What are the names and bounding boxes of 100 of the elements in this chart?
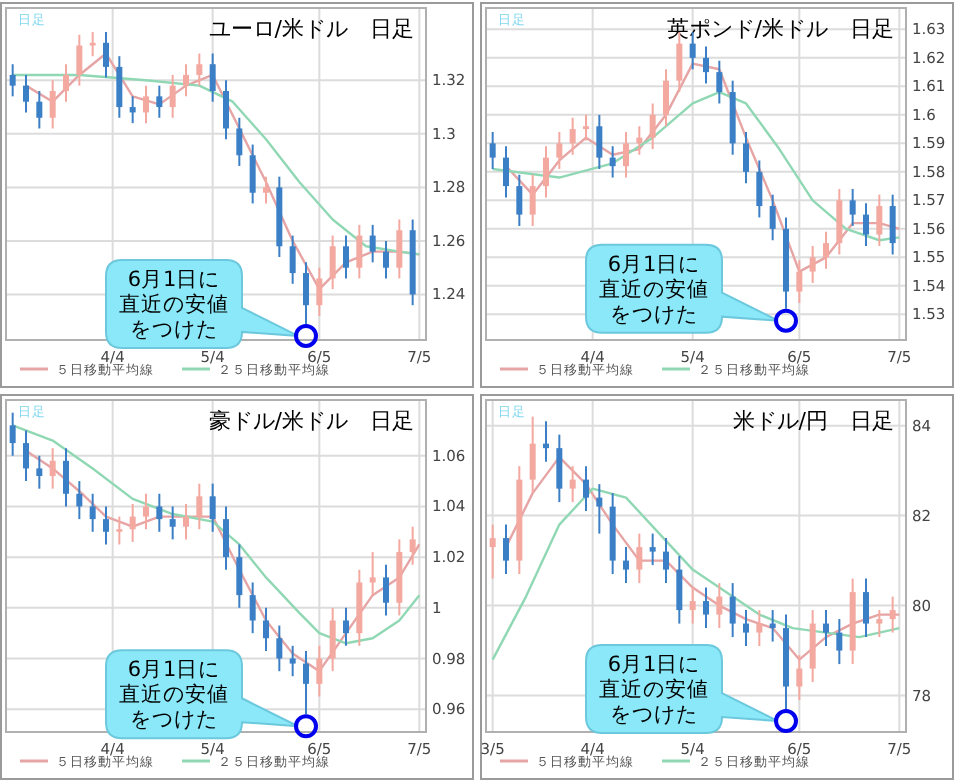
candlestick — [689, 586, 696, 625]
candlestick — [383, 563, 389, 617]
candlestick — [489, 523, 496, 580]
candlestick — [663, 68, 669, 128]
candlestick — [703, 45, 709, 85]
candlestick — [623, 130, 629, 179]
candlestick — [383, 239, 389, 280]
candlestick — [156, 492, 163, 533]
candlestick — [329, 606, 336, 673]
candlestick — [249, 143, 256, 205]
candlestick — [756, 159, 763, 219]
candlestick — [63, 63, 69, 103]
candlestick — [663, 537, 669, 585]
candlestick — [303, 649, 309, 716]
candlestick — [316, 266, 323, 317]
candlestick — [649, 532, 656, 567]
candlestick — [36, 454, 43, 490]
candlestick — [343, 234, 349, 280]
candlestick — [863, 202, 869, 247]
candlestick — [809, 609, 816, 684]
chart-title: ユーロ/米ドル 日足 — [208, 16, 414, 42]
candlestick — [209, 52, 216, 103]
candlestick — [796, 654, 803, 702]
candlestick — [529, 415, 536, 495]
candlestick — [756, 609, 763, 648]
candlestick — [676, 555, 683, 625]
chart-title: 豪ドル/米ドル 日足 — [208, 408, 414, 434]
candlestick — [89, 492, 96, 533]
candlestick — [849, 187, 856, 228]
candlestick — [63, 447, 69, 508]
candlestick — [489, 130, 496, 171]
candlestick — [716, 59, 723, 105]
candlestick — [623, 546, 629, 585]
candlestick — [169, 73, 176, 119]
candlestick — [303, 261, 309, 325]
candlestick — [329, 234, 336, 291]
candlestick — [143, 492, 149, 531]
candlestick — [223, 79, 229, 141]
candlestick — [769, 193, 776, 242]
candlestick — [516, 173, 523, 228]
candlestick — [703, 586, 709, 630]
candlestick — [76, 33, 83, 87]
candlestick — [9, 63, 16, 98]
candlestick — [636, 532, 643, 585]
candlestick — [649, 102, 656, 151]
candlestick — [583, 465, 589, 513]
candlestick — [209, 482, 216, 533]
candlestick — [263, 606, 269, 652]
candlestick — [503, 145, 509, 199]
candlestick — [823, 230, 829, 270]
candlestick — [316, 644, 323, 698]
candlestick — [889, 595, 896, 634]
candlestick — [236, 543, 243, 609]
candlestick — [369, 551, 376, 597]
candlestick — [289, 234, 296, 285]
candlestick — [276, 624, 283, 673]
candlestick — [249, 581, 256, 635]
candlestick — [36, 90, 43, 130]
candlestick — [196, 482, 203, 531]
candlestick — [103, 505, 109, 546]
candlestick — [743, 609, 749, 648]
candlestick — [116, 515, 123, 546]
candlestick — [223, 505, 229, 571]
chart-title: 米ドル/円 日足 — [732, 408, 894, 434]
candlestick — [343, 606, 349, 647]
candlestick — [356, 223, 363, 280]
candlestick — [196, 52, 203, 87]
annotation: 6月1日に直近の安値をつけた — [599, 653, 709, 728]
annotation: 6月1日に直近の安値をつけた — [119, 658, 229, 733]
candlestick — [596, 483, 603, 535]
candlestick — [889, 193, 896, 256]
candlestick — [23, 73, 29, 114]
annotation: 6月1日に直近の安値をつけた — [599, 252, 709, 327]
candlestick — [236, 116, 243, 167]
candlestick — [596, 113, 603, 171]
candlestick — [743, 130, 749, 185]
candlestick — [396, 218, 403, 280]
candlestick — [796, 259, 803, 304]
candlestick — [863, 577, 869, 639]
annotation: 6月1日に直近の安値をつけた — [119, 267, 229, 342]
chart-title: 英ポンド/米ドル 日足 — [666, 16, 894, 42]
candlestick — [129, 95, 136, 125]
candlestick — [823, 609, 829, 648]
candlestick — [569, 465, 576, 504]
candlestick — [529, 173, 536, 228]
candlestick — [876, 193, 883, 247]
candlestick — [836, 187, 843, 256]
candlestick — [556, 130, 563, 171]
candlestick — [569, 116, 576, 156]
candlestick — [836, 618, 843, 666]
candlestick — [183, 63, 189, 98]
candlestick — [143, 84, 149, 125]
candlestick — [716, 582, 723, 630]
candlestick — [156, 84, 163, 119]
candlestick — [809, 244, 816, 284]
candlestick — [169, 505, 176, 541]
candlestick — [543, 145, 549, 199]
candlestick — [129, 502, 136, 543]
candlestick — [556, 433, 563, 504]
candlestick — [289, 644, 296, 678]
